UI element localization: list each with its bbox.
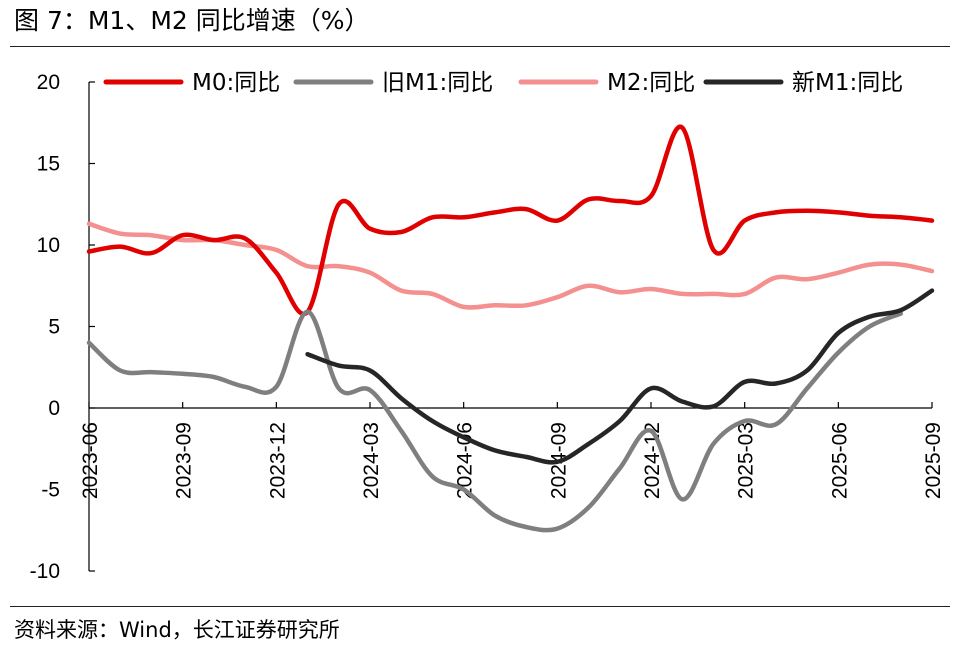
figure-title: 图 7：M1、M2 同比增速（%） [14, 6, 370, 35]
y-tick-label: 20 [37, 71, 60, 94]
x-axis: 2023-06 2023-09 2023-12 2024-03 2024-06 2024-… [79, 402, 945, 499]
legend-label: M0:同比 [192, 70, 280, 96]
source-note: 资料来源：Wind，长江证券研究所 [14, 618, 340, 642]
series-lines [86, 124, 935, 533]
x-tick-label: 2023-12 [266, 422, 289, 499]
x-tick-label: 2025-03 [735, 422, 758, 499]
series-line-new-m1 [305, 288, 935, 465]
y-axis: 20 15 10 5 0 -5 -10 [30, 71, 95, 583]
y-tick-label: -5 [41, 479, 60, 502]
x-tick-label: 2024-03 [360, 422, 383, 499]
x-tick-label: 2023-06 [79, 422, 102, 499]
bottom-rule [10, 606, 950, 607]
legend-item-m0: M0:同比 [103, 70, 280, 96]
legend-item-m2: M2:同比 [518, 70, 695, 96]
legend-item-old-m1: 旧M1:同比 [293, 70, 493, 96]
y-tick-label: 0 [48, 397, 60, 420]
y-tick-label: 15 [37, 153, 60, 176]
series-line-m2 [86, 221, 935, 310]
top-rule [10, 46, 950, 47]
y-tick-label: 10 [37, 234, 60, 257]
series-line-m0 [86, 124, 935, 317]
legend-label: M2:同比 [607, 70, 695, 96]
x-tick-label: 2025-09 [922, 422, 945, 499]
series-line-old-m1 [86, 309, 904, 533]
x-tick-label: 2023-09 [173, 422, 196, 499]
y-tick-label: -10 [30, 560, 60, 583]
legend-label: 旧M1:同比 [382, 70, 493, 96]
legend-item-new-m1: 新M1:同比 [703, 70, 903, 96]
x-tick-label: 2025-06 [828, 422, 851, 499]
y-tick-label: 5 [48, 316, 60, 339]
legend-label: 新M1:同比 [792, 70, 903, 96]
legend: M0:同比 旧M1:同比 M2:同比 新M1:同比 [103, 70, 903, 96]
